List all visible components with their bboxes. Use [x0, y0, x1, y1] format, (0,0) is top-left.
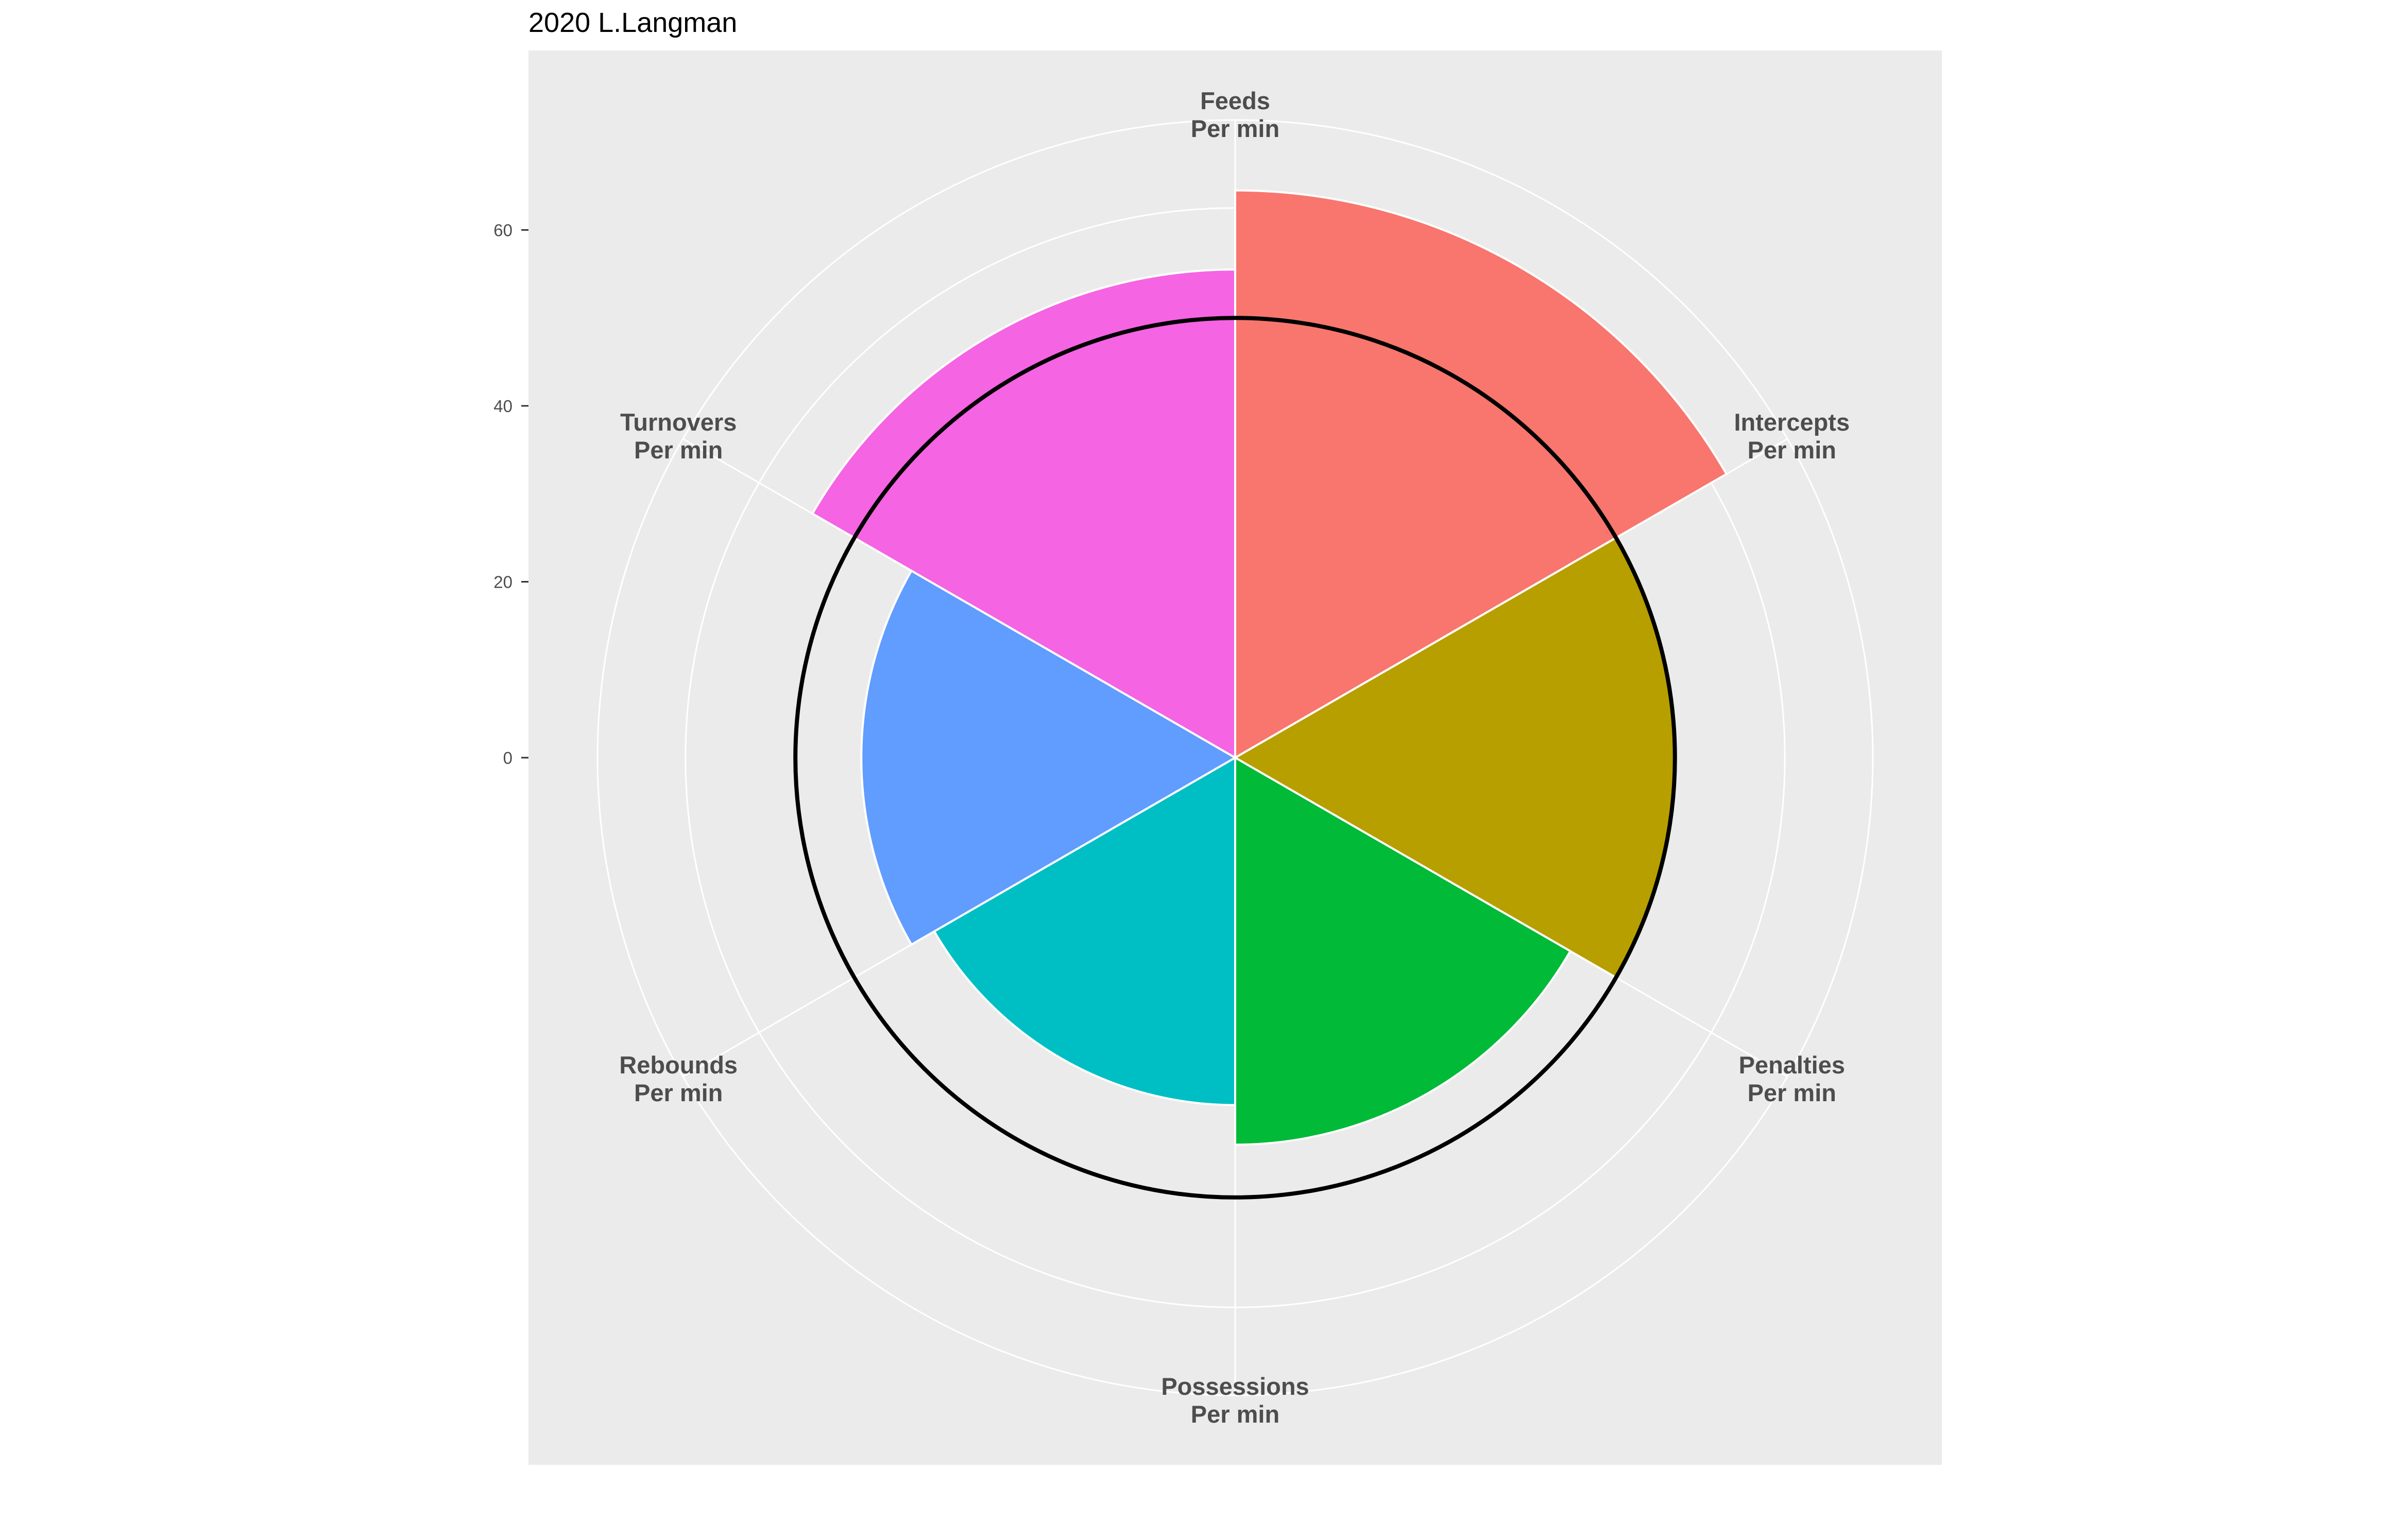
category-label-line: Per min	[1748, 436, 1836, 464]
category-label-line: Possessions	[1161, 1373, 1309, 1400]
y-tick-label: 60	[493, 220, 513, 240]
category-label-line: Turnovers	[620, 408, 737, 436]
category-label-line: Per min	[1191, 1400, 1279, 1428]
y-tick-label: 0	[503, 748, 513, 767]
category-label-line: Per min	[634, 436, 723, 464]
y-tick-label: 40	[493, 397, 513, 416]
category-label-line: Rebounds	[619, 1051, 738, 1079]
y-tick-label: 20	[493, 572, 513, 591]
category-label-line: Intercepts	[1734, 408, 1850, 436]
category-label-line: Feeds	[1200, 87, 1270, 114]
category-label-line: Per min	[1191, 115, 1279, 142]
category-label-line: Per min	[1748, 1079, 1836, 1106]
chart-title: 2020 L.Langman	[528, 7, 737, 38]
category-label-line: Penalties	[1739, 1051, 1845, 1079]
category-label-line: Per min	[634, 1079, 723, 1106]
y-axis: 0 20 40 60	[493, 220, 528, 767]
